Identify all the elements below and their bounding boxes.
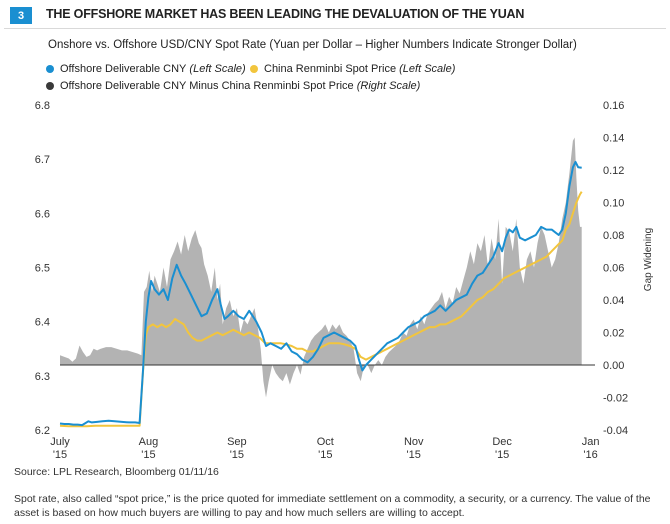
- x-tick-month-6: Jan: [582, 436, 600, 448]
- right-tick-label-7: 0.10: [603, 198, 624, 210]
- right-tick-label-3: 0.02: [603, 328, 624, 340]
- legend-swatch-offshore: [46, 65, 54, 73]
- source-note: Source: LPL Research, Bloomberg 01/11/16: [14, 466, 219, 478]
- right-tick-label-2: 0.00: [603, 360, 624, 372]
- legend-scale-offshore: (Left Scale): [189, 63, 246, 75]
- x-tick-month-5: Dec: [492, 436, 512, 448]
- left-tick-label-4: 6.6: [35, 208, 50, 220]
- legend-item-offshore: Offshore Deliverable CNY (Left Scale): [46, 63, 246, 75]
- right-tick-label-4: 0.04: [603, 295, 624, 307]
- legend-swatch-renminbi: [250, 65, 258, 73]
- legend-label-renminbi: China Renminbi Spot Price: [264, 63, 397, 75]
- x-tick-month-1: Aug: [139, 436, 159, 448]
- legend-scale-gap: (Right Scale): [356, 80, 421, 92]
- x-tick-year-0: '15: [53, 449, 67, 461]
- legend-scale-renminbi: (Left Scale): [399, 63, 456, 75]
- footnote-text: Spot rate, also called “spot price,” is …: [14, 493, 651, 519]
- right-tick-label-8: 0.12: [603, 165, 624, 177]
- left-tick-label-5: 6.7: [35, 154, 50, 166]
- series-renminbi-line: [59, 191, 583, 428]
- x-tick-month-4: Nov: [404, 436, 424, 448]
- series-gap-area: [60, 137, 582, 398]
- x-tick-year-5: '15: [495, 449, 509, 461]
- right-axis-label: Gap Widening: [643, 228, 654, 291]
- x-tick-month-3: Oct: [317, 436, 334, 448]
- right-tick-label-9: 0.14: [603, 133, 624, 145]
- left-tick-label-6: 6.8: [35, 100, 50, 112]
- right-tick-label-10: 0.16: [603, 100, 624, 112]
- x-tick-year-1: '15: [141, 449, 155, 461]
- legend-item-gap: Offshore Deliverable CNY Minus China Ren…: [46, 80, 420, 92]
- right-tick-label-6: 0.08: [603, 230, 624, 242]
- series-offshore-line: [59, 160, 582, 427]
- x-tick-month-2: Sep: [227, 436, 247, 448]
- right-tick-label-5: 0.06: [603, 263, 624, 275]
- x-tick-year-4: '15: [407, 449, 421, 461]
- x-tick-year-3: '15: [318, 449, 332, 461]
- left-tick-label-1: 6.3: [35, 371, 50, 383]
- right-tick-label-0: -0.04: [603, 425, 628, 437]
- chart-title: Onshore vs. Offshore USD/CNY Spot Rate (…: [48, 39, 577, 51]
- x-tick-month-0: July: [50, 436, 70, 448]
- left-tick-label-3: 6.5: [35, 263, 50, 275]
- left-tick-label-0: 6.2: [35, 425, 50, 437]
- right-tick-label-1: -0.02: [603, 393, 628, 405]
- legend-label-gap: Offshore Deliverable CNY Minus China Ren…: [60, 80, 354, 92]
- figure-header: 3 THE OFFSHORE MARKET HAS BEEN LEADING T…: [4, 4, 666, 26]
- header-divider: [4, 28, 666, 29]
- legend-swatch-gap: [46, 82, 54, 90]
- legend-item-renminbi: China Renminbi Spot Price (Left Scale): [250, 63, 455, 75]
- figure-number-badge: 3: [10, 7, 32, 24]
- figure-title: THE OFFSHORE MARKET HAS BEEN LEADING THE…: [46, 7, 525, 21]
- x-tick-year-2: '15: [230, 449, 244, 461]
- x-tick-year-6: '16: [583, 449, 597, 461]
- legend-label-offshore: Offshore Deliverable CNY: [60, 63, 187, 75]
- left-tick-label-2: 6.4: [35, 317, 50, 329]
